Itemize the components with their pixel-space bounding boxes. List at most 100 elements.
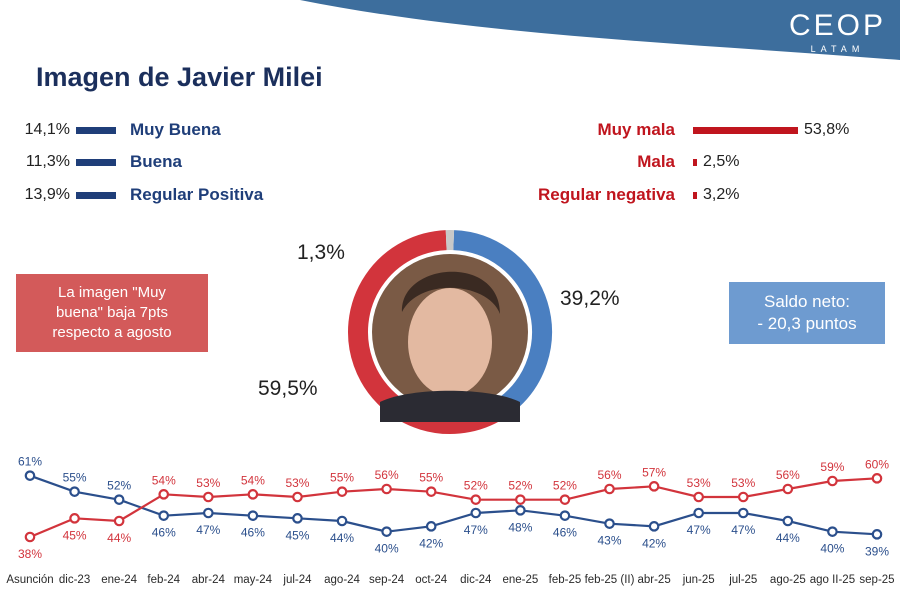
data-point-positiva [158, 510, 170, 521]
data-point-positiva [425, 521, 437, 532]
data-label-positiva: 47% [687, 523, 711, 537]
logo-main-text: CEOP [788, 9, 886, 42]
donut-slice-positive [453, 230, 552, 414]
series-line-negativa [29, 477, 878, 539]
callout-saldo-neto: Saldo neto: - 20,3 puntos [729, 282, 885, 344]
x-tick-label: abr-25 [637, 574, 670, 586]
x-tick-label: ago-24 [324, 574, 360, 586]
positive-bar [76, 126, 116, 134]
negative-bar [693, 191, 697, 199]
data-point-positiva [336, 515, 348, 527]
data-label-negativa: 55% [419, 471, 443, 485]
x-tick-label: feb-25 [549, 574, 582, 586]
callout-right-line1: Saldo neto: [763, 292, 850, 311]
data-point-negativa [827, 475, 838, 487]
donut-label-negative: 59,5% [258, 377, 318, 400]
negative-label: Regular negativa [538, 185, 675, 204]
data-point-positiva [69, 486, 80, 497]
negative-row-regular-negativa: Regular negativa 3,2% [490, 182, 880, 208]
data-label-negativa: 52% [464, 479, 488, 493]
x-tick-label: may-24 [234, 574, 273, 586]
x-tick-label: ene-24 [101, 574, 137, 586]
data-point-positiva [515, 505, 526, 516]
data-label-positiva: 48% [508, 520, 532, 534]
data-label-positiva: 42% [642, 536, 666, 550]
data-point-negativa [203, 491, 214, 503]
series-line-positiva [29, 474, 878, 536]
x-tick-label: jul-24 [282, 574, 312, 586]
data-point-negativa [113, 515, 125, 527]
data-point-negativa [648, 481, 660, 492]
data-label-negativa: 59% [820, 460, 844, 474]
data-label-positiva: 39% [865, 544, 889, 558]
data-point-negativa [69, 513, 80, 524]
data-point-negativa [381, 483, 392, 495]
data-point-negativa [693, 491, 704, 503]
x-tick-label: feb-24 [147, 574, 180, 586]
portrait-face [408, 288, 492, 396]
data-point-negativa [158, 489, 170, 500]
data-point-negativa [470, 494, 482, 505]
positive-pct: 11,3% [25, 153, 70, 170]
data-point-negativa [292, 491, 303, 503]
data-point-negativa [559, 494, 571, 505]
data-label-negativa: 60% [865, 457, 889, 471]
data-point-negativa [871, 473, 883, 484]
data-point-positiva [247, 510, 259, 521]
data-point-negativa [247, 489, 259, 500]
data-point-negativa [737, 491, 749, 503]
x-tick-label: abr-24 [192, 574, 226, 586]
donut-label-positive: 39,2% [560, 287, 620, 310]
data-point-negativa [515, 494, 526, 505]
x-tick-label: ene-25 [502, 574, 538, 586]
negative-bar [693, 126, 798, 134]
x-tick-label: ago II-25 [810, 574, 855, 586]
x-tick-label: sep-25 [859, 574, 894, 586]
negative-pct: 2,5% [703, 153, 740, 170]
data-point-positiva [648, 521, 660, 532]
data-label-negativa: 52% [508, 479, 532, 493]
data-point-positiva [381, 526, 392, 537]
ceop-logo: CEOP LATAM [788, 9, 886, 55]
data-label-negativa: 57% [642, 465, 666, 479]
positive-row-muy-buena: 14,1% Muy Buena [0, 117, 221, 143]
data-label-negativa: 56% [375, 468, 399, 482]
positive-bar [76, 158, 116, 166]
data-label-positiva: 40% [820, 542, 844, 556]
data-point-positiva [203, 507, 214, 519]
logo-sub-text: LATAM [810, 44, 865, 54]
x-tick-label: sep-24 [369, 574, 405, 586]
donut-label-nsnc: 1,3% [297, 241, 345, 264]
positive-row-buena: 11,3% Buena [0, 149, 182, 175]
data-label-negativa: 54% [241, 473, 265, 487]
portrait-hair [401, 271, 500, 314]
callout-right-line2: - 20,3 puntos [757, 314, 857, 333]
x-tick-label: dic-23 [59, 574, 90, 586]
data-point-positiva [737, 507, 749, 519]
callout-muy-buena-drop: La imagen "Muy buena" baja 7pts respecto… [16, 274, 208, 352]
callout-left-text: La imagen "Muy buena" baja 7pts respecto… [52, 284, 172, 341]
data-point-negativa [604, 483, 615, 495]
data-label-positiva: 47% [196, 523, 220, 537]
data-label-positiva: 47% [464, 523, 488, 537]
data-label-negativa: 45% [63, 528, 87, 542]
negative-pct: 3,2% [703, 186, 740, 203]
positive-bar [76, 191, 116, 199]
data-point-positiva [470, 507, 482, 519]
negative-label: Mala [637, 152, 675, 171]
portrait-suit [380, 390, 520, 422]
data-label-positiva: 44% [330, 531, 354, 545]
data-point-positiva [827, 526, 838, 537]
data-label-positiva: 45% [285, 528, 309, 542]
data-label-positiva: 47% [731, 523, 755, 537]
x-tick-label: ago-25 [770, 574, 806, 586]
data-label-positiva: 44% [776, 531, 800, 545]
x-tick-label: oct-24 [415, 574, 448, 586]
positive-label: Buena [130, 152, 182, 171]
data-point-positiva [693, 507, 704, 519]
x-tick-label: Asunción [6, 574, 53, 586]
negative-pct: 53,8% [804, 121, 850, 138]
donut-slice-negative [348, 230, 511, 434]
data-label-negativa: 53% [687, 476, 711, 490]
data-label-negativa: 44% [107, 531, 131, 545]
